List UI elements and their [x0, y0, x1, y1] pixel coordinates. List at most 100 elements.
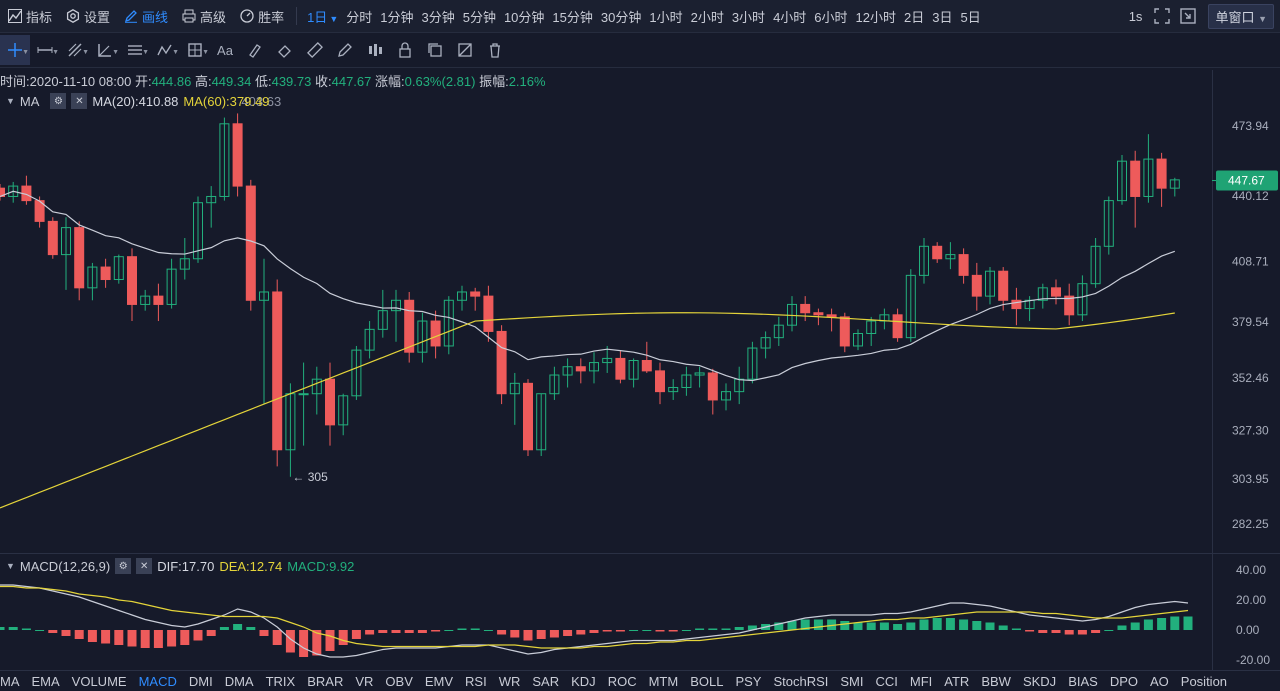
tab-obv[interactable]: OBV — [385, 673, 413, 689]
tab-mtm[interactable]: MTM — [648, 673, 679, 689]
text-tool[interactable]: Aa — [210, 35, 240, 65]
tab-wr[interactable]: WR — [498, 673, 521, 689]
eraser-tool[interactable] — [270, 35, 300, 65]
interval-12h[interactable]: 12小时 — [855, 9, 896, 25]
interval-6h[interactable]: 6小时 — [814, 9, 848, 25]
macd-bar — [404, 630, 414, 633]
restore-window-icon[interactable] — [1180, 8, 1197, 24]
horizontal-ray-tool[interactable]: ▼ — [30, 35, 60, 65]
ma-close-icon[interactable]: ✕ — [71, 93, 88, 109]
interval-1m[interactable]: 1分钟 — [380, 9, 414, 25]
tab-position[interactable]: Position — [1180, 673, 1228, 689]
tab-roc[interactable]: ROC — [607, 673, 637, 689]
refresh-rate[interactable]: 1s — [1128, 8, 1143, 24]
brush-tool[interactable] — [240, 35, 270, 65]
tab-dpo[interactable]: DPO — [1109, 673, 1138, 689]
tab-cci[interactable]: CCI — [875, 673, 898, 689]
indicators-button[interactable]: 指标 — [8, 7, 52, 26]
tab-macd[interactable]: MACD — [138, 673, 177, 689]
pattern-tool[interactable] — [360, 35, 390, 65]
tab-stochrsi[interactable]: StochRSI — [773, 673, 829, 689]
pen-tool[interactable] — [330, 35, 360, 65]
candle-up — [166, 268, 177, 305]
collapse-chevron-icon[interactable]: ▼ — [6, 96, 15, 106]
tab-boll[interactable]: BOLL — [690, 673, 724, 689]
tab-psy[interactable]: PSY — [735, 673, 762, 689]
ruler-tool[interactable] — [300, 35, 330, 65]
candle-down — [892, 314, 903, 339]
winrate-button[interactable]: 胜率 — [240, 7, 284, 26]
ma-settings-gear-icon[interactable]: ⚙ — [50, 93, 67, 109]
ohlc-readout: 时间:2020-11-10 08:00 开:444.86 高:449.34 低:… — [0, 71, 546, 89]
advanced-button[interactable]: 高级 — [182, 7, 226, 26]
tab-rsi[interactable]: RSI — [465, 673, 487, 689]
interval-30m[interactable]: 30分钟 — [600, 9, 642, 25]
tab-ema[interactable]: EMA — [31, 673, 60, 689]
crosshair-tool[interactable]: ▼ — [0, 35, 30, 65]
lock-tool[interactable] — [390, 35, 420, 65]
angle-tool[interactable]: ▼ — [90, 35, 120, 65]
wave-tool[interactable]: ▼ — [150, 35, 180, 65]
tab-mfi[interactable]: MFI — [909, 673, 933, 689]
tab-bias[interactable]: BIAS — [1068, 673, 1098, 689]
tab-sar[interactable]: SAR — [532, 673, 560, 689]
interval-3d[interactable]: 3日 — [932, 9, 953, 25]
collapse-chevron-icon[interactable]: ▼ — [6, 561, 15, 571]
tab-ao[interactable]: AO — [1149, 673, 1169, 689]
interval-5d[interactable]: 5日 — [960, 9, 981, 25]
fullscreen-icon[interactable] — [1154, 8, 1171, 24]
interval-15m[interactable]: 15分钟 — [552, 9, 593, 25]
interval-2d[interactable]: 2日 — [904, 9, 925, 25]
copy-tool[interactable] — [420, 35, 450, 65]
macd-close-icon[interactable]: ✕ — [136, 558, 153, 574]
tab-atr[interactable]: ATR — [944, 673, 970, 689]
tab-brar[interactable]: BRAR — [307, 673, 344, 689]
current-price-label: 447.67 — [1228, 174, 1265, 188]
window-mode-select[interactable]: 单窗口 ▼ — [1208, 3, 1274, 29]
candle-up — [8, 185, 19, 197]
tab-bbw[interactable]: BBW — [981, 673, 1011, 689]
tab-kdj[interactable]: KDJ — [571, 673, 596, 689]
price-tick-label: 352.46 — [1232, 371, 1269, 385]
rect-tool[interactable]: ▼ — [180, 35, 210, 65]
price-tick-label: 303.95 — [1232, 472, 1269, 486]
tab-ma[interactable]: MA — [0, 673, 20, 689]
candle-up — [562, 366, 573, 376]
settings-button[interactable]: 设置 — [66, 7, 110, 26]
macd-bar — [140, 630, 150, 648]
candle-up — [773, 324, 784, 339]
interval-4h[interactable]: 4小时 — [773, 9, 807, 25]
interval-2h[interactable]: 2小时 — [690, 9, 724, 25]
tab-volume[interactable]: VOLUME — [71, 673, 127, 689]
macd-bar — [299, 630, 309, 657]
tab-smi[interactable]: SMI — [840, 673, 864, 689]
macd-bar — [629, 630, 639, 631]
macd-bar — [668, 630, 678, 632]
ma20-line — [0, 190, 1176, 382]
draw-label: 画线 — [142, 9, 169, 25]
interval-1d[interactable]: 1日 ▼ — [307, 9, 339, 25]
hide-drawings-tool[interactable] — [450, 35, 480, 65]
interval-3m[interactable]: 3分钟 — [421, 9, 455, 25]
tab-skdj[interactable]: SKDJ — [1022, 673, 1057, 689]
interval-10m[interactable]: 10分钟 — [503, 9, 545, 25]
trendline-tool[interactable]: ▼ — [60, 35, 90, 65]
crosshair-icon — [8, 43, 22, 57]
draw-button[interactable]: 画线 — [124, 7, 168, 26]
interval-timeshare[interactable]: 分时 — [346, 9, 373, 25]
macd-bar — [1104, 630, 1114, 631]
tab-dma[interactable]: DMA — [224, 673, 254, 689]
parallel-lines-tool[interactable]: ▼ — [120, 35, 150, 65]
interval-5m[interactable]: 5分钟 — [462, 9, 496, 25]
tab-vr[interactable]: VR — [355, 673, 374, 689]
tab-trix[interactable]: TRIX — [265, 673, 296, 689]
interval-3h[interactable]: 3小时 — [731, 9, 766, 25]
delete-tool[interactable] — [480, 35, 510, 65]
chart-icon — [8, 9, 22, 23]
interval-1h[interactable]: 1小时 — [649, 9, 683, 25]
macd-bar — [74, 630, 84, 639]
macd-settings-gear-icon[interactable]: ⚙ — [115, 558, 132, 574]
tab-dmi[interactable]: DMI — [188, 673, 213, 689]
tab-emv[interactable]: EMV — [424, 673, 454, 689]
